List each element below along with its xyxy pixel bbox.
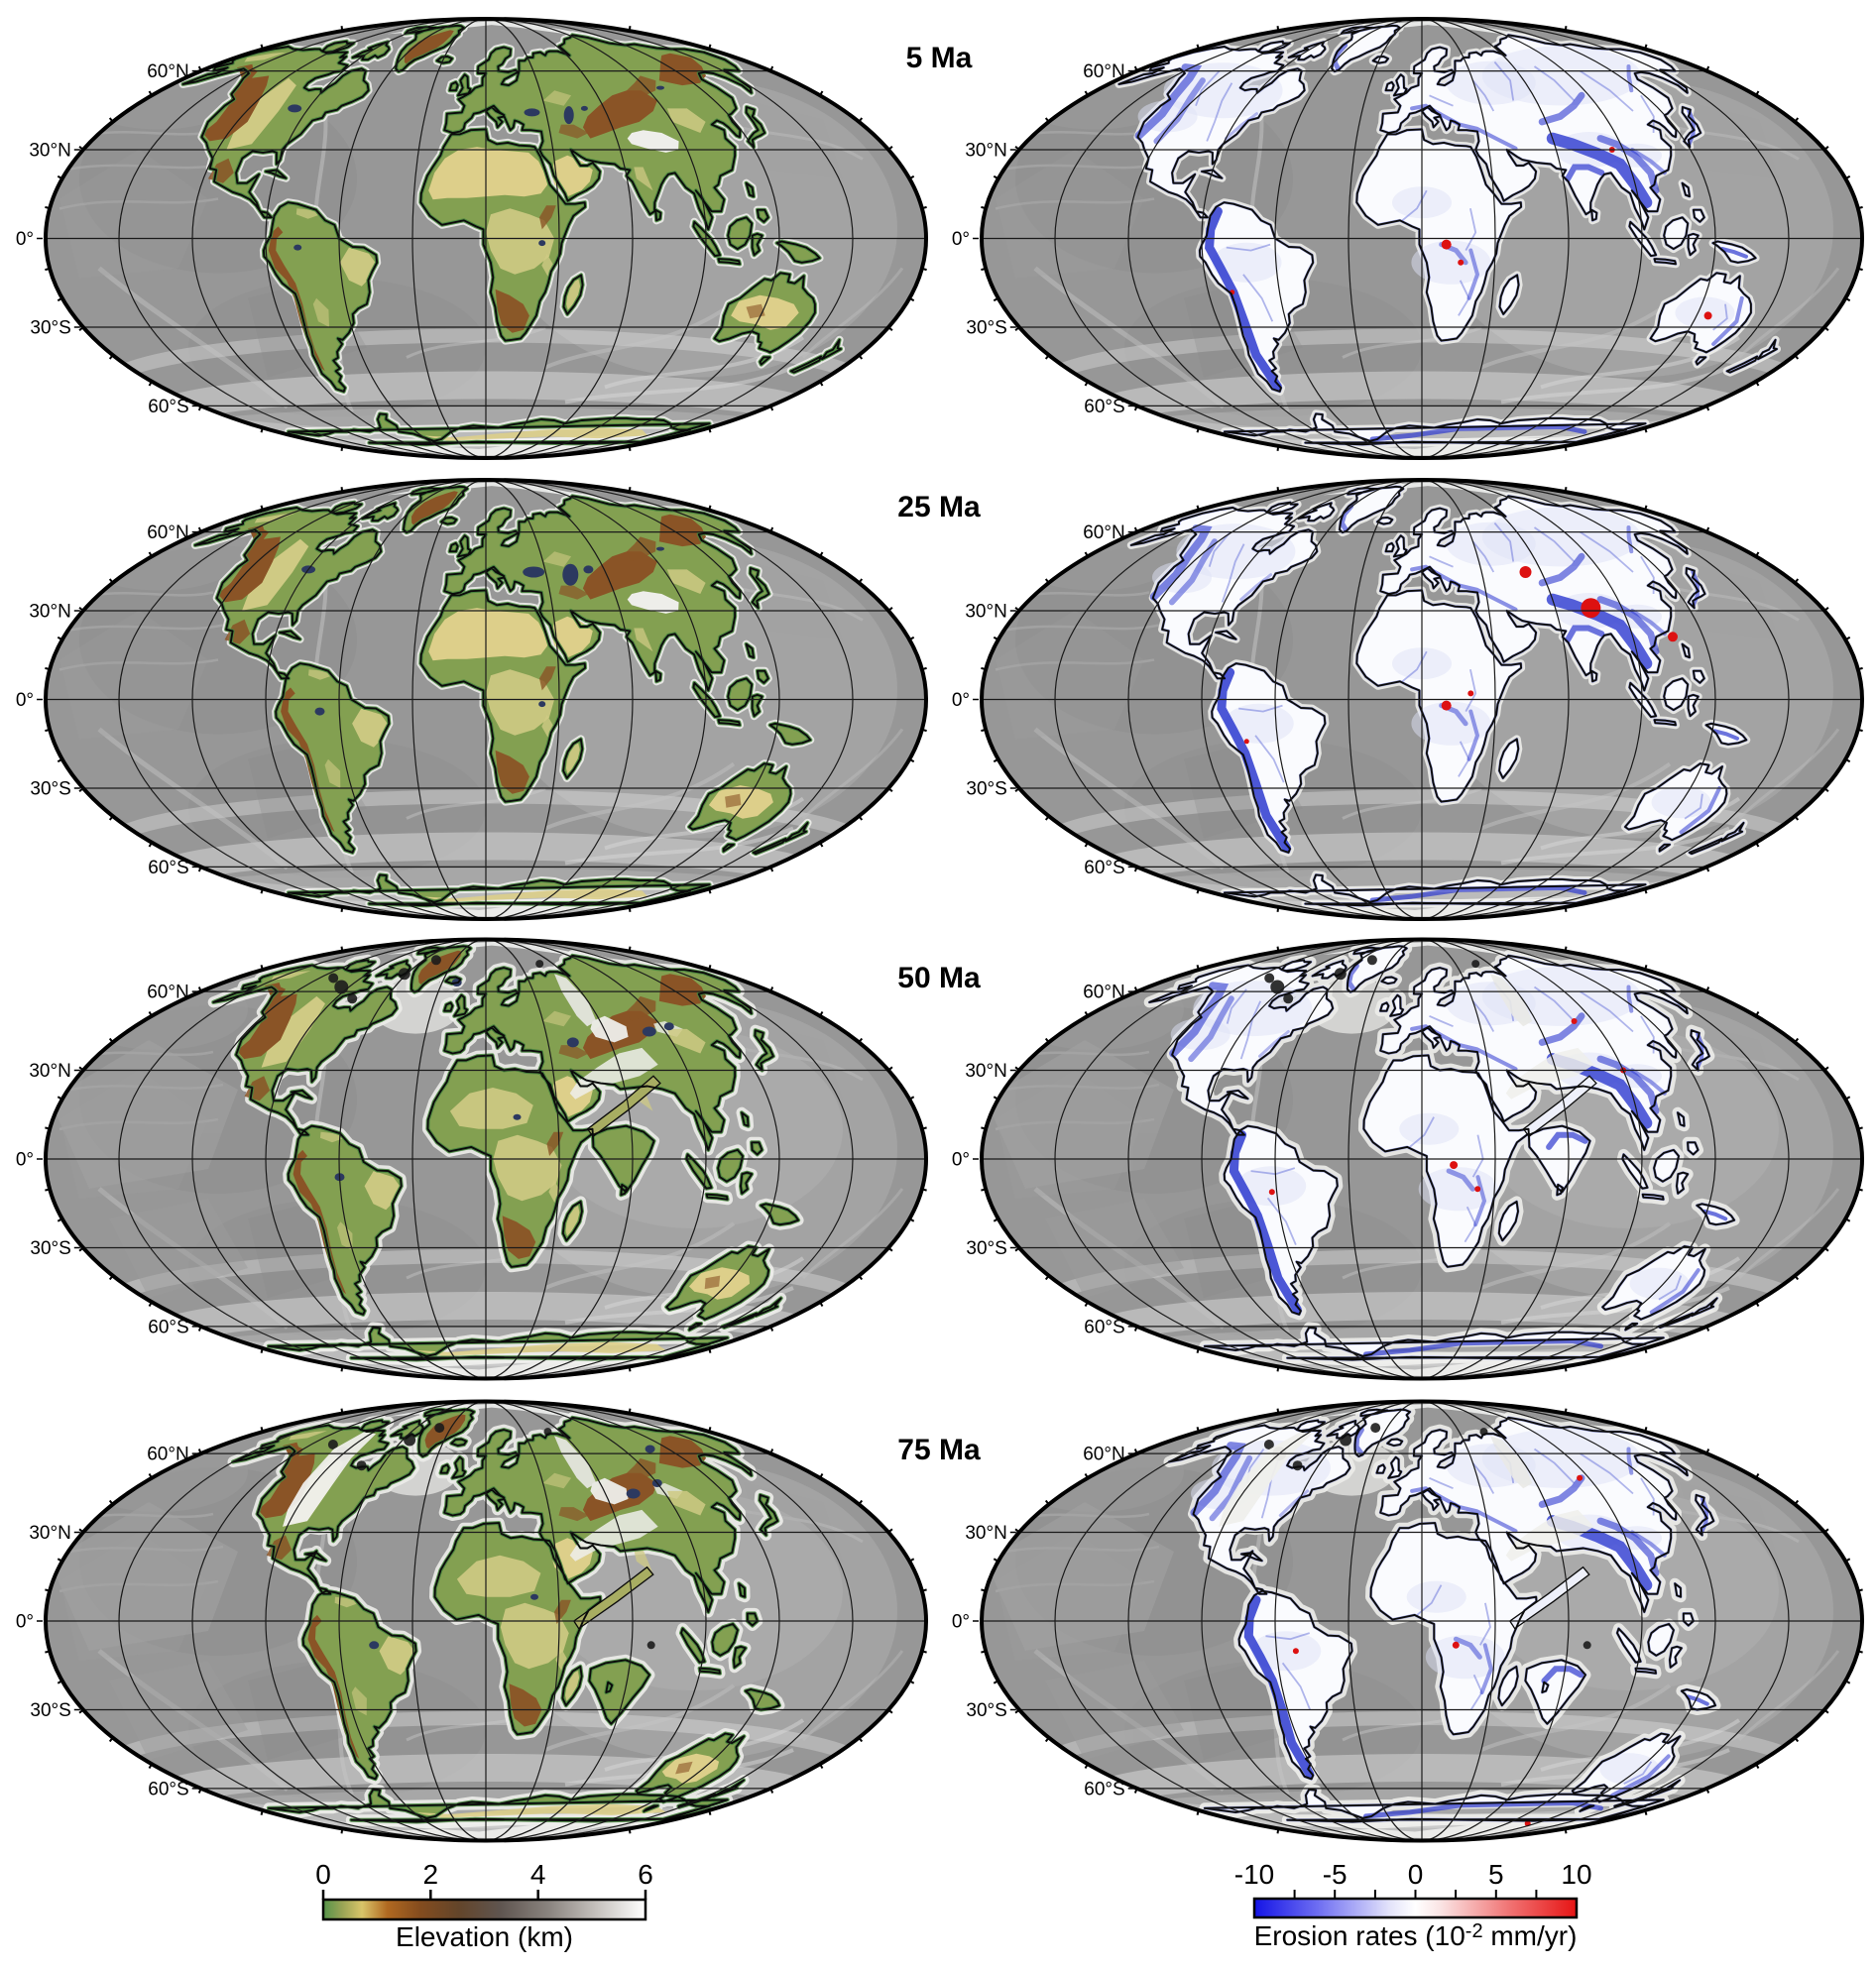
svg-text:60°S: 60°S <box>1084 397 1124 417</box>
svg-text:30°S: 30°S <box>966 1238 1006 1259</box>
svg-text:Erosion rates (10-2 mm/yr): Erosion rates (10-2 mm/yr) <box>1254 1920 1578 1951</box>
svg-text:60°N: 60°N <box>147 61 188 82</box>
svg-text:0°: 0° <box>952 1612 970 1633</box>
svg-text:60°S: 60°S <box>1084 1779 1124 1799</box>
svg-text:2: 2 <box>423 1859 439 1890</box>
svg-text:60°S: 60°S <box>1084 1317 1124 1337</box>
svg-text:60°S: 60°S <box>148 1317 188 1337</box>
svg-text:0°: 0° <box>16 690 34 711</box>
svg-text:60°N: 60°N <box>147 983 188 1003</box>
svg-text:30°N: 30°N <box>965 602 1006 623</box>
svg-text:4: 4 <box>530 1859 546 1890</box>
svg-text:30°N: 30°N <box>965 141 1006 162</box>
svg-text:30°N: 30°N <box>29 602 70 623</box>
svg-text:60°S: 60°S <box>148 397 188 417</box>
svg-text:5: 5 <box>1488 1859 1504 1890</box>
svg-text:30°N: 30°N <box>965 1523 1006 1544</box>
svg-text:-10: -10 <box>1234 1859 1274 1890</box>
svg-text:-5: -5 <box>1323 1859 1348 1890</box>
svg-text:25 Ma: 25 Ma <box>897 491 981 523</box>
svg-text:30°S: 30°S <box>966 779 1006 800</box>
svg-text:30°N: 30°N <box>29 1061 70 1082</box>
svg-text:30°S: 30°S <box>30 318 70 339</box>
svg-text:0°: 0° <box>16 1150 34 1171</box>
svg-text:60°N: 60°N <box>1083 1445 1124 1465</box>
svg-text:60°N: 60°N <box>147 1445 188 1465</box>
svg-text:50 Ma: 50 Ma <box>897 962 981 994</box>
svg-text:30°S: 30°S <box>30 1238 70 1259</box>
svg-text:30°S: 30°S <box>30 779 70 800</box>
svg-text:60°S: 60°S <box>1084 858 1124 878</box>
svg-text:10: 10 <box>1561 1859 1591 1890</box>
svg-text:0°: 0° <box>952 690 970 711</box>
svg-text:60°N: 60°N <box>1083 61 1124 82</box>
svg-text:0°: 0° <box>16 1612 34 1633</box>
svg-text:30°N: 30°N <box>965 1061 1006 1082</box>
svg-text:30°S: 30°S <box>966 318 1006 339</box>
svg-text:Elevation (km): Elevation (km) <box>396 1921 573 1952</box>
svg-text:60°S: 60°S <box>148 1779 188 1799</box>
svg-text:75 Ma: 75 Ma <box>897 1434 981 1466</box>
svg-text:0: 0 <box>1408 1859 1424 1890</box>
svg-text:30°S: 30°S <box>30 1700 70 1721</box>
svg-text:0: 0 <box>315 1859 331 1890</box>
svg-text:0°: 0° <box>952 229 970 250</box>
svg-text:0°: 0° <box>16 229 34 250</box>
svg-text:60°N: 60°N <box>1083 522 1124 543</box>
svg-text:30°N: 30°N <box>29 1523 70 1544</box>
svg-text:60°S: 60°S <box>148 858 188 878</box>
svg-text:30°S: 30°S <box>966 1700 1006 1721</box>
svg-text:0°: 0° <box>952 1150 970 1171</box>
svg-text:6: 6 <box>638 1859 653 1890</box>
svg-text:60°N: 60°N <box>147 522 188 543</box>
svg-text:5 Ma: 5 Ma <box>906 42 973 74</box>
svg-text:30°N: 30°N <box>29 141 70 162</box>
svg-text:60°N: 60°N <box>1083 983 1124 1003</box>
